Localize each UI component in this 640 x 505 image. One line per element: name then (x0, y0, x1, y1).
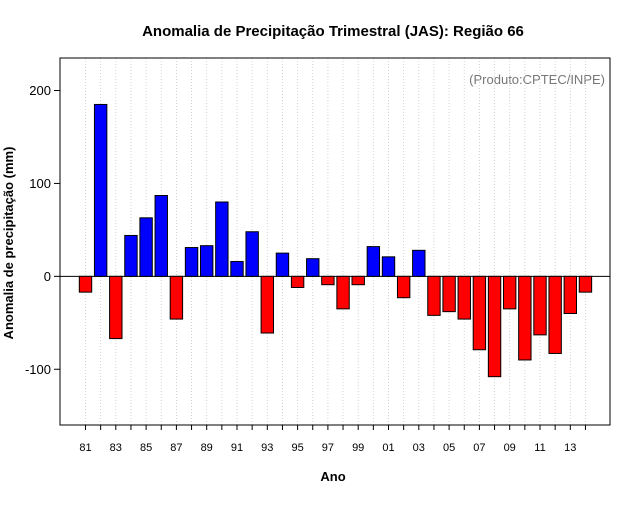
bar-01 (381, 256, 396, 277)
bar-06 (457, 275, 471, 320)
source-annotation: (Produto:CPTEC/INPE) (469, 72, 605, 87)
x-tick-label: 13 (564, 442, 576, 454)
bar-88 (184, 247, 199, 277)
x-tick-label: 95 (291, 442, 303, 454)
x-tick-label: 83 (110, 442, 122, 454)
x-tick-label: 93 (261, 442, 273, 454)
bar-13 (563, 275, 577, 315)
x-tick-label: 07 (473, 442, 485, 454)
bar-09 (503, 275, 517, 310)
bar-00 (366, 246, 381, 277)
x-tick-label: 87 (170, 442, 182, 454)
bar-14 (578, 275, 593, 293)
x-tick-label: 81 (79, 442, 91, 454)
bar-91 (230, 260, 244, 277)
y-tick-label: 200 (29, 83, 51, 98)
bar-85 (139, 217, 153, 277)
x-tick-label: 09 (504, 442, 516, 454)
bar-95 (290, 275, 305, 288)
bar-08 (487, 275, 502, 378)
x-tick-label: 99 (352, 442, 364, 454)
x-tick-label: 97 (322, 442, 334, 454)
bar-87 (169, 275, 184, 320)
bar-98 (336, 275, 350, 310)
bar-10 (518, 275, 532, 361)
x-axis: 81 83 85 87 89 91 93 95 97 99 01 03 05 07 09 11 13 (79, 425, 586, 454)
x-tick-label: 05 (443, 442, 455, 454)
bar-07 (472, 275, 487, 351)
bar-03 (412, 249, 426, 277)
bar-81 (78, 275, 93, 293)
bar-05 (442, 275, 456, 313)
bar-99 (351, 275, 365, 286)
x-tick-label: 89 (201, 442, 213, 454)
x-tick-label: 11 (534, 442, 545, 454)
bars (78, 103, 593, 378)
bar-97 (321, 275, 335, 286)
bar-82 (93, 103, 108, 277)
chart-title: Anomalia de Precipitação Trimestral (JAS… (142, 23, 524, 40)
bar-86 (154, 195, 168, 277)
y-tick-label: 0 (44, 269, 51, 284)
bar-89 (200, 245, 214, 277)
y-tick-label: 100 (29, 176, 51, 191)
bar-93 (260, 275, 275, 334)
x-tick-label: 03 (413, 442, 425, 454)
bar-96 (306, 258, 320, 277)
bar-84 (124, 234, 138, 277)
x-tick-label: 91 (231, 442, 243, 454)
bar-92 (245, 231, 259, 277)
plot-frame (59, 57, 611, 426)
x-tick-label: 85 (140, 442, 152, 454)
bar-83 (109, 275, 123, 340)
x-axis-label: Ano (320, 469, 345, 484)
bar-04 (427, 275, 441, 316)
y-axis-label: Anomalia de precipitação (mm) (1, 147, 16, 340)
bar-12 (548, 275, 562, 354)
bar-02 (396, 275, 411, 299)
bar-90 (215, 201, 229, 277)
bar-11 (533, 275, 547, 336)
x-tick-label: 01 (382, 442, 394, 454)
y-axis: -100 0 100 200 (25, 83, 60, 377)
bar-94 (275, 252, 290, 277)
y-tick-label: -100 (25, 362, 51, 377)
